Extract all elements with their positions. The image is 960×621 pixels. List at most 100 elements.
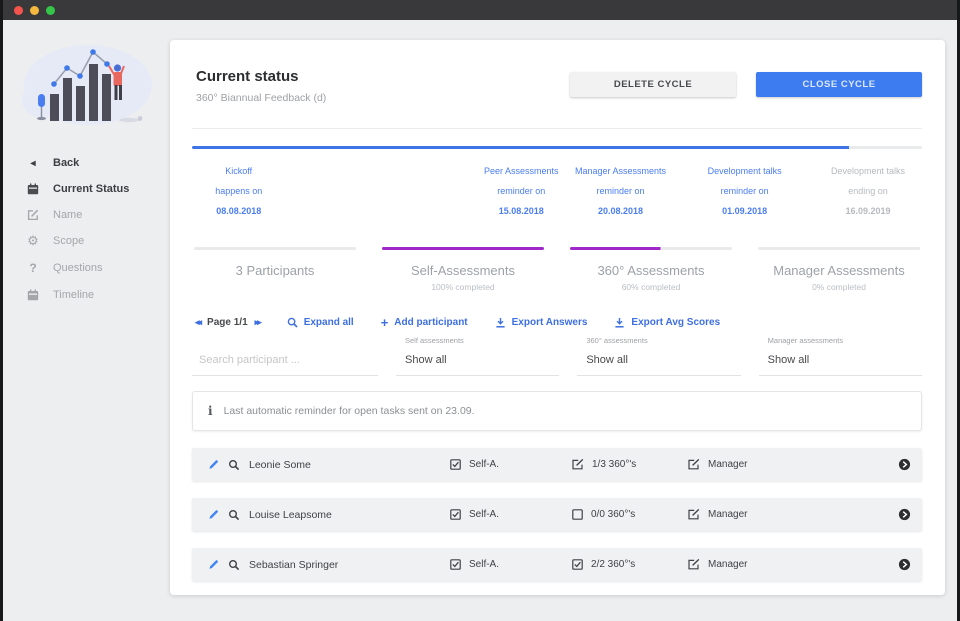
self-assessment-label: Self-A.: [469, 509, 500, 520]
self-assessment-label: Self-A.: [469, 459, 500, 470]
checkbox-checked-icon: [450, 559, 461, 570]
page-title: Current status: [196, 68, 299, 85]
pencil-icon[interactable]: [208, 559, 219, 570]
zoom-window-icon[interactable]: [46, 5, 55, 15]
manager-assessments-filter[interactable]: Manager assessments Show all: [758, 336, 922, 376]
close-window-icon[interactable]: [14, 5, 23, 15]
export-answers-button[interactable]: Export Answers: [495, 317, 588, 328]
magnifier-icon: [287, 317, 298, 328]
stat-sublabel: 60% completed: [621, 282, 681, 292]
stat-participants: 3 Participants: [192, 247, 358, 292]
plus-icon: +: [380, 314, 389, 330]
sidebar-item-questions[interactable]: ? Questions: [3, 254, 170, 282]
back-arrow-icon: ◂: [30, 157, 36, 169]
header-divider: [192, 128, 922, 129]
milestone-title: Development talks: [707, 166, 782, 176]
stat-sublabel: 100% completed: [431, 282, 495, 292]
sidebar-item-current-status[interactable]: Current Status: [3, 176, 170, 202]
sidebar-item-back[interactable]: ◂ Back: [3, 150, 170, 176]
question-icon: ?: [29, 261, 37, 275]
pencil-icon[interactable]: [208, 509, 219, 520]
milestone-date: 15.08.2018: [498, 206, 544, 216]
magnifier-icon[interactable]: [228, 559, 240, 571]
sidebar-menu: ◂ Back Current Status Name ⚙: [3, 150, 170, 308]
milestone-title: Development talks: [830, 166, 905, 176]
pager-next-button[interactable]: ▸▸: [254, 317, 262, 327]
sidebar-item-scope[interactable]: ⚙ Scope: [3, 228, 170, 254]
participant-name: Leonie Some: [249, 458, 311, 471]
milestone-manager-assessments: Manager Assessments reminder on 20.08.20…: [555, 161, 687, 221]
sidebar-item-label: Back: [53, 157, 80, 169]
pager-prev-button[interactable]: ◂◂: [195, 317, 202, 327]
pencil-icon[interactable]: [208, 459, 219, 470]
delete-cycle-button[interactable]: DELETE CYCLE: [570, 72, 736, 97]
filter-value: Show all: [586, 354, 628, 366]
stat-progress-bar: [382, 247, 544, 250]
threesixty-label: 1/3 360°'s: [592, 459, 637, 470]
calendar-icon: [26, 183, 40, 195]
manager-label: Manager: [708, 559, 748, 570]
add-participant-button[interactable]: + Add participant: [380, 314, 468, 330]
manager-cell: Manager: [688, 509, 886, 520]
milestone-date: 20.08.2018: [597, 206, 644, 216]
manager-cell: Manager: [688, 559, 886, 570]
info-banner-text: Last automatic reminder for open tasks s…: [223, 405, 475, 417]
page-header: Current status 360° Biannual Feedback (d…: [192, 68, 922, 104]
export-answers-label: Export Answers: [511, 317, 588, 328]
stat-progress-bar: [758, 247, 920, 250]
edit-note-icon: [688, 559, 700, 570]
info-banner: i Last automatic reminder for open tasks…: [192, 391, 922, 431]
sidebar-item-label: Current Status: [53, 183, 130, 195]
self-assessment-cell: Self-A.: [450, 509, 572, 520]
magnifier-icon[interactable]: [228, 509, 240, 521]
expand-all-label: Expand all: [303, 317, 354, 328]
milestone-peer-assessments: Peer Assessments reminder on 15.08.2018: [455, 161, 587, 221]
edit-note-icon: [572, 459, 584, 470]
milestone-date: 16.09.2019: [845, 206, 891, 216]
participant-name: Sebastian Springer: [249, 558, 339, 571]
milestone-subtitle: reminder on: [596, 186, 645, 196]
filter-label: Self assessments: [405, 336, 464, 345]
export-avg-scores-button[interactable]: Export Avg Scores: [614, 317, 720, 328]
self-assessments-filter[interactable]: Self assessments Show all: [396, 336, 560, 376]
expand-all-button[interactable]: Expand all: [287, 317, 354, 328]
threesixty-cell: 2/2 360°'s: [572, 559, 688, 570]
minimize-window-icon[interactable]: [30, 5, 39, 15]
sidebar-item-label: Scope: [53, 235, 85, 247]
filter-label: 360° assessments: [586, 336, 648, 345]
stat-label: 360° Assessments: [597, 263, 705, 278]
mac-titlebar: [3, 0, 957, 20]
pager-label: Page 1/1: [207, 317, 248, 328]
edit-note-icon: [688, 459, 700, 470]
participant-row[interactable]: Sebastian Springer Self-A. 2/2 360°'s: [192, 548, 922, 581]
filter-label: Manager assessments: [767, 336, 844, 345]
add-participant-label: Add participant: [394, 317, 468, 328]
participant-row[interactable]: Leonie Some Self-A. 1/3 360°'s: [192, 448, 922, 481]
cycle-subtitle: 360° Biannual Feedback (d): [196, 92, 327, 104]
circle-arrow-icon[interactable]: [898, 458, 911, 471]
sidebar-item-timeline[interactable]: Timeline: [3, 282, 170, 308]
magnifier-icon[interactable]: [228, 459, 240, 471]
sidebar: ◂ Back Current Status Name ⚙: [3, 20, 170, 621]
milestone-kickoff: Kickoff happens on 08.08.2018: [173, 161, 305, 221]
participant-row[interactable]: Louise Leapsome Self-A. 0/0 360°'s: [192, 498, 922, 531]
toolbar: ◂◂ Page 1/1 ▸▸ Expand all + Add particip…: [192, 314, 922, 330]
filters-row: Self assessments Show all 360° assessmen…: [192, 336, 922, 376]
search-input[interactable]: [192, 348, 378, 376]
360-assessments-filter[interactable]: 360° assessments Show all: [577, 336, 741, 376]
threesixty-cell: 0/0 360°'s: [572, 509, 688, 520]
milestone-development-talks: Development talks reminder on 01.09.2018: [679, 161, 811, 221]
sidebar-item-name[interactable]: Name: [3, 202, 170, 228]
analytics-illustration: [21, 45, 152, 125]
milestone-date: 08.08.2018: [216, 206, 262, 216]
stat-progress-bar: [194, 247, 356, 250]
sidebar-item-label: Timeline: [53, 289, 95, 301]
circle-arrow-icon[interactable]: [898, 508, 911, 521]
close-cycle-button[interactable]: CLOSE CYCLE: [756, 72, 922, 97]
milestone-subtitle: reminder on: [720, 186, 769, 196]
stat-label: Manager Assessments: [773, 263, 905, 278]
checkbox-checked-icon: [450, 459, 461, 470]
info-icon: i: [208, 404, 213, 418]
milestone-title: Kickoff: [225, 166, 253, 176]
circle-arrow-icon[interactable]: [898, 558, 911, 571]
